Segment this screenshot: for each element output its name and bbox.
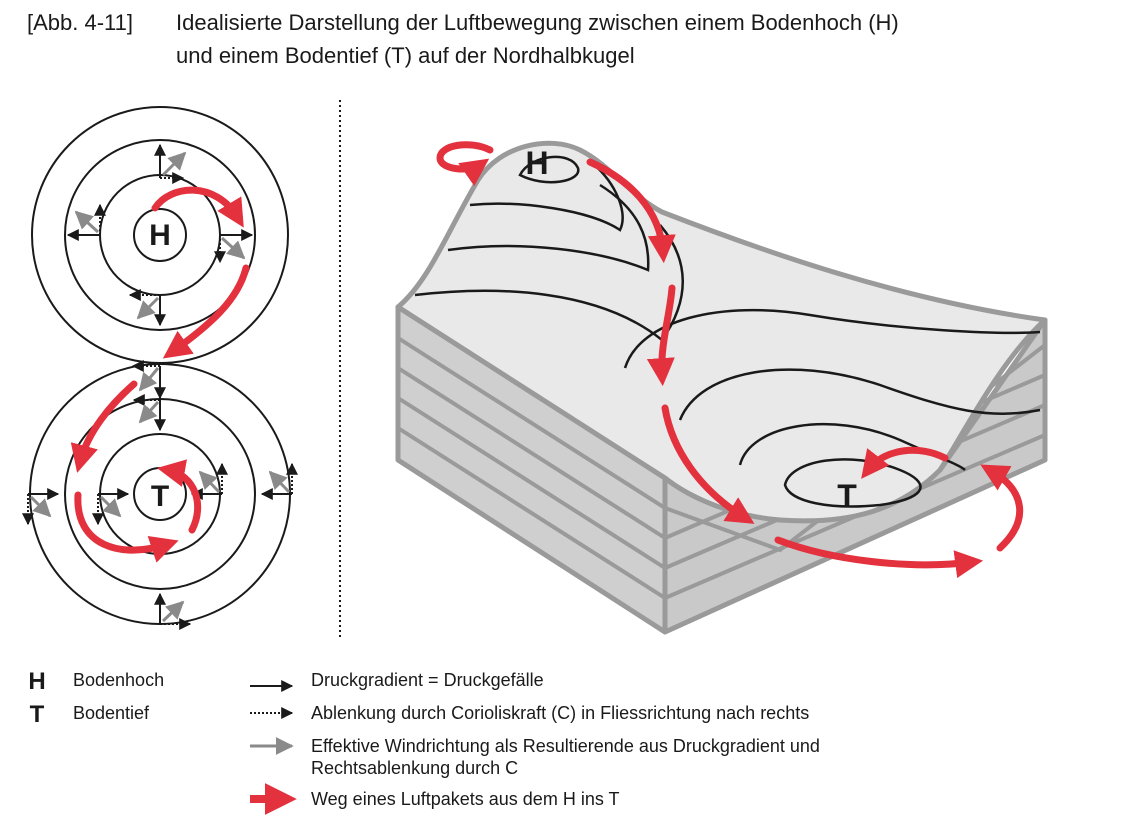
effective-wind-arrow xyxy=(138,367,160,392)
effective-wind-arrow xyxy=(268,470,291,494)
path-3d-into-low xyxy=(861,446,949,479)
path-segment-spiral-in xyxy=(156,459,202,534)
legend-effective-label-1: Effektive Windrichtung als Resultierende… xyxy=(311,736,820,756)
vector-group-t-left-inner xyxy=(92,488,130,526)
effective-wind-arrow xyxy=(74,210,100,234)
air-parcel-path-plan xyxy=(70,186,250,563)
vector-group-h-top xyxy=(154,143,187,184)
figure-caption-line-1: Idealisierte Darstellung der Luftbewegun… xyxy=(176,10,899,35)
path-3d-rising xyxy=(980,464,1024,552)
path-3d-descent-2 xyxy=(646,284,676,387)
pressure-surface xyxy=(395,140,1048,524)
vector-group-t-top-middle xyxy=(132,394,166,432)
path-segment-around-high xyxy=(151,186,244,228)
surface-isobar xyxy=(469,160,624,232)
vector-group-t-top-outer xyxy=(131,360,166,400)
surface-isobar xyxy=(738,423,966,471)
surface-isobars xyxy=(414,155,1041,508)
effective-wind-arrow xyxy=(220,236,246,260)
legend-low-symbol: T xyxy=(30,701,45,728)
effective-wind-arrow xyxy=(138,400,160,424)
path-segment-around-low xyxy=(74,491,179,563)
legend-effective-label-2: Rechtsablenkung durch C xyxy=(311,758,519,778)
surface-isobar xyxy=(447,183,650,272)
vector-group-h-left xyxy=(66,203,106,241)
legend-gradient-label: Druckgradient = Druckgefälle xyxy=(311,670,544,690)
wind-vectors-low xyxy=(22,360,298,630)
stratum-line xyxy=(396,396,667,570)
vector-group-t-bottom xyxy=(154,592,192,630)
legend-coriolis-label: Ablenkung durch Corioliskraft (C) in Fli… xyxy=(311,703,810,723)
air-parcel-path-3d xyxy=(436,141,1024,579)
vector-group-t-right-outer xyxy=(260,462,298,500)
effective-wind-arrow xyxy=(161,600,185,623)
stratum-line xyxy=(396,426,667,600)
path-3d-loop-at-high xyxy=(436,141,494,187)
high-symbol-plan: H xyxy=(149,219,171,252)
stratum-line xyxy=(396,336,667,510)
surface-isobar-low-core xyxy=(783,458,922,508)
effective-wind-arrow xyxy=(99,495,122,518)
effective-wind-arrow xyxy=(198,470,221,494)
path-3d-into-valley xyxy=(661,404,755,524)
legend-low-label: Bodentief xyxy=(73,703,150,723)
surface-isobar-high-core xyxy=(518,155,580,184)
surface-isobar xyxy=(623,308,1041,369)
block-diagram: H T xyxy=(395,140,1048,635)
path-segment-into-low xyxy=(70,380,138,473)
legend: H T xyxy=(28,668,297,815)
path-3d-around-low xyxy=(774,536,984,579)
low-symbol-plan: T xyxy=(151,480,169,513)
effective-wind-arrow xyxy=(136,296,160,320)
legend-path-label: Weg eines Luftpakets aus dem H ins T xyxy=(311,789,620,809)
figure-number: [Abb. 4-11] xyxy=(27,10,133,35)
vector-group-h-bottom xyxy=(128,289,166,327)
surface-isobar xyxy=(678,368,1041,421)
isobar-high-middle xyxy=(64,139,256,331)
effective-wind-arrow xyxy=(29,495,52,518)
vector-group-t-left-outer xyxy=(22,488,60,526)
path-segment-to-col xyxy=(162,264,250,359)
figure-caption-line-2: und einem Bodentief (T) auf der Nordhalb… xyxy=(176,43,635,68)
legend-high-label: Bodenhoch xyxy=(73,670,165,690)
surface-isobar xyxy=(414,224,684,342)
effective-wind-arrow xyxy=(161,151,187,177)
high-symbol-3d: H xyxy=(525,145,548,181)
legend-high-symbol: H xyxy=(28,668,45,695)
path-3d-descent-1 xyxy=(586,158,676,264)
wind-vectors-high xyxy=(66,143,254,327)
low-symbol-3d: T xyxy=(837,478,857,514)
vector-group-h-right xyxy=(214,229,254,264)
isobar-high-core xyxy=(133,208,187,262)
stratum-line xyxy=(396,366,667,540)
